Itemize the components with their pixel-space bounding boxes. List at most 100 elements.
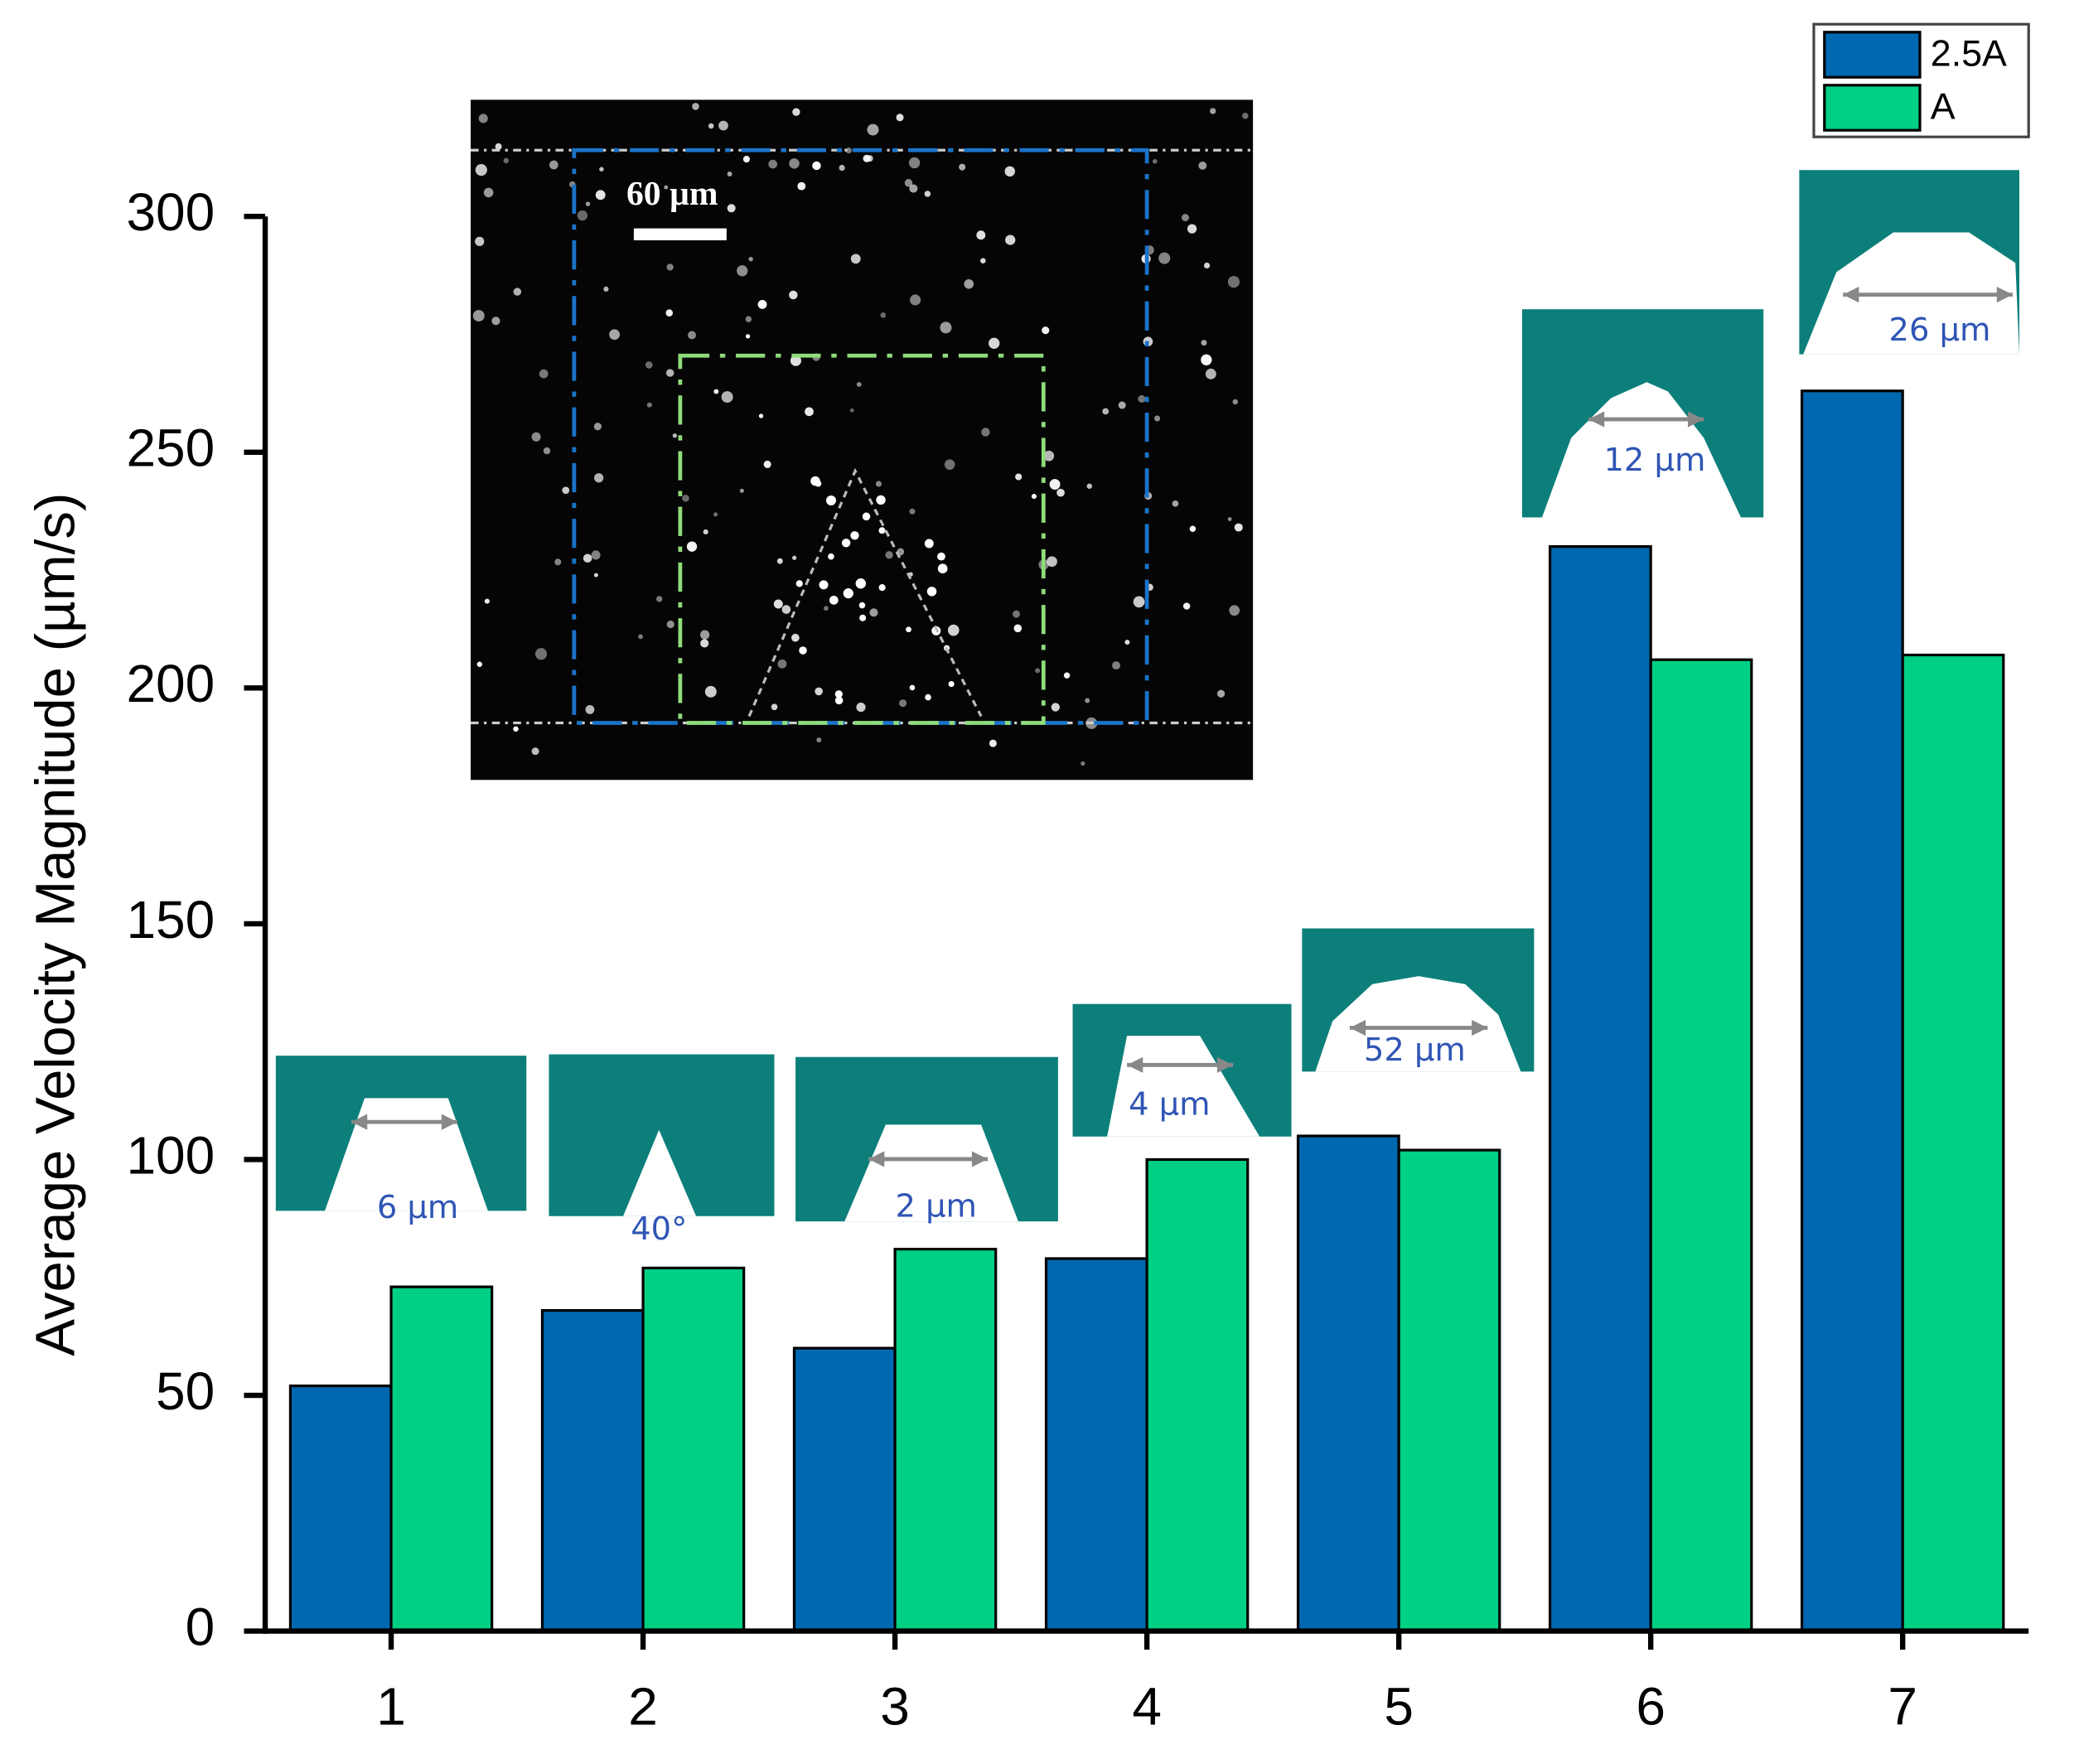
particle	[829, 595, 839, 605]
particle	[828, 553, 834, 560]
particle	[937, 552, 945, 561]
particle	[910, 294, 921, 306]
particle	[1015, 473, 1023, 481]
particle	[866, 155, 873, 162]
post-outline	[747, 467, 983, 718]
particle	[839, 164, 845, 172]
particle	[1049, 479, 1061, 491]
particle	[1158, 252, 1171, 264]
particle	[1201, 354, 1212, 365]
particle	[792, 555, 797, 560]
particle	[948, 680, 955, 688]
scale-label: 60 µm	[626, 174, 718, 212]
particle	[834, 696, 844, 705]
particle	[583, 553, 592, 563]
particle	[745, 334, 751, 339]
particle	[909, 684, 916, 691]
particle	[484, 598, 490, 604]
particle	[815, 480, 822, 487]
particle	[1210, 108, 1216, 114]
particle	[791, 633, 800, 642]
particle	[859, 614, 867, 621]
particle	[980, 258, 986, 263]
particle	[1227, 276, 1240, 288]
arrow-head	[441, 1114, 458, 1130]
particle	[739, 488, 744, 493]
particle	[773, 599, 783, 609]
dimension-label: 26 µm	[1889, 312, 1991, 349]
schematic-post-gap	[623, 1129, 697, 1216]
particle	[904, 179, 913, 187]
particle	[757, 300, 767, 309]
particle	[1229, 605, 1240, 616]
particle	[1063, 672, 1071, 679]
particle	[1189, 525, 1197, 532]
particle	[475, 236, 485, 246]
particle	[989, 337, 1000, 349]
particle	[664, 185, 669, 190]
particle	[1004, 166, 1015, 177]
particle	[1086, 483, 1092, 489]
particle	[1138, 394, 1146, 403]
particle	[1051, 703, 1060, 712]
arrow-head	[1996, 287, 2013, 303]
x-tick-label: 7	[1888, 1676, 1917, 1736]
particle	[1203, 262, 1211, 269]
schematic-post-gap	[1541, 382, 1741, 518]
particle	[645, 361, 653, 369]
particle	[1031, 494, 1037, 500]
x-tick-label: 4	[1132, 1676, 1162, 1736]
particle	[495, 143, 502, 150]
particle	[1154, 415, 1161, 422]
particle	[599, 167, 604, 172]
bar	[1044, 1257, 1148, 1633]
particle	[989, 739, 997, 747]
particle	[819, 580, 829, 590]
particle	[981, 428, 990, 437]
particle	[713, 512, 718, 517]
particle	[789, 290, 798, 300]
particle	[867, 123, 879, 136]
dimension-label: 40°	[631, 1211, 687, 1248]
particle	[478, 114, 488, 123]
particle	[672, 433, 678, 438]
particle	[1042, 326, 1050, 335]
arrow-head	[1127, 1056, 1143, 1073]
x-tick-label: 5	[1384, 1676, 1414, 1736]
arrow-head	[868, 1151, 885, 1167]
particle	[513, 288, 522, 296]
particle	[896, 114, 904, 122]
arrow-head	[1843, 287, 1859, 303]
particle	[1005, 234, 1016, 245]
particle	[543, 447, 551, 455]
particle	[926, 587, 937, 597]
y-tick-label: 250	[126, 418, 215, 478]
particle	[593, 573, 598, 578]
particle	[906, 626, 911, 633]
particle	[909, 508, 916, 515]
particle	[703, 529, 708, 534]
particle	[899, 699, 907, 708]
schematics: 6 µm 40° 2 µm 4 µm 52 µm 12 µm 26 µm	[275, 170, 2019, 1248]
particle	[1201, 340, 1207, 346]
particle	[841, 539, 851, 548]
particle	[858, 602, 866, 609]
particle	[1241, 112, 1249, 119]
particle	[937, 563, 948, 574]
arrow-head	[1472, 1019, 1488, 1037]
y-tick-label: 0	[186, 1597, 215, 1656]
particle	[577, 210, 588, 221]
particle	[924, 191, 931, 197]
particle	[737, 265, 748, 277]
particle	[718, 120, 728, 131]
particle	[880, 312, 887, 318]
particle	[1198, 161, 1207, 170]
particle	[666, 620, 674, 629]
particle	[976, 230, 986, 240]
particle	[763, 460, 771, 468]
arrow-head	[1687, 411, 1704, 428]
particle	[531, 747, 539, 756]
particle	[816, 737, 822, 743]
particle	[1187, 224, 1197, 234]
particle	[585, 201, 591, 206]
